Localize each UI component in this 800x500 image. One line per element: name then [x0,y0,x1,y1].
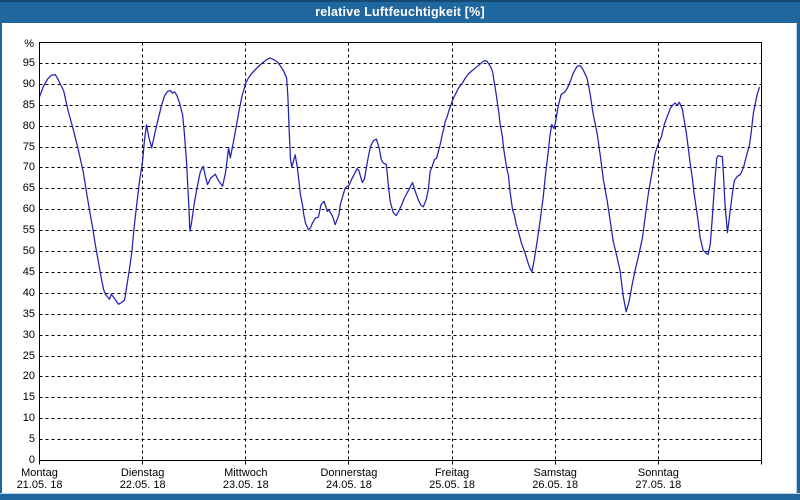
plot-border [39,42,762,461]
y-axis-tick-label-25: 25 [22,349,35,362]
window-frame-right [797,23,800,500]
window-frame-bottom [0,494,800,500]
x-axis-date-label-3: 23.05. 18 [222,479,269,491]
x-axis-day-label-4: Donnerstag [320,467,378,479]
y-axis-tick-label-65: 65 [22,182,35,195]
window-frame-left [0,23,2,500]
x-axis-date-label-5: 25.05. 18 [429,479,475,491]
x-axis-date-label-1: 21.05. 18 [16,479,63,491]
window-frame-bottom-inner [0,493,800,494]
y-axis-tick-label-95: 95 [22,56,35,69]
y-axis-tick-label-90: 90 [22,77,35,90]
window-frame-right-inner [796,23,797,500]
x-axis-day-label-6: Samstag [533,467,577,479]
x-axis-date-label-7: 27.05. 18 [635,479,682,491]
y-axis-tick-label-55: 55 [22,224,35,237]
y-axis-tick-label-5: 5 [28,433,35,446]
y-axis-tick-label-30: 30 [22,328,35,341]
x-axis-date-label-6: 26.05. 18 [532,479,579,491]
chart-title: relative Luftfeuchtigkeit [%] [315,5,485,19]
y-axis-tick-label-10: 10 [22,412,35,425]
y-axis-tick-label-60: 60 [22,203,35,216]
y-axis-tick-label-0: 0 [28,454,35,466]
y-axis-tick-label-15: 15 [22,391,35,404]
y-axis-tick-label-50: 50 [22,245,35,257]
y-axis-tick-label-85: 85 [22,98,35,111]
y-axis-tick-label-70: 70 [22,161,35,174]
title-bar: relative Luftfeuchtigkeit [%] [0,0,800,23]
y-axis-tick-label-20: 20 [22,370,35,383]
x-axis-date-label-4: 24.05. 18 [325,479,372,491]
y-axis-tick-label-40: 40 [22,286,35,299]
x-axis-day-label-7: Sonntag [637,467,679,479]
x-axis-date-label-2: 22.05. 18 [119,479,166,491]
humidity-line [38,57,761,313]
y-axis-tick-label-80: 80 [22,119,35,132]
y-axis-tick-label-45: 45 [22,265,35,278]
y-axis-tick-label-75: 75 [22,140,35,153]
x-axis-day-label-2: Dienstag [120,467,165,479]
x-axis-day-label-1: Montag [21,467,58,479]
x-axis-day-label-5: Freitag [434,467,470,479]
x-axis-day-label-3: Mittwoch [224,467,268,479]
y-axis-tick-label-35: 35 [22,307,35,320]
y-axis-unit-label: % [24,38,34,50]
